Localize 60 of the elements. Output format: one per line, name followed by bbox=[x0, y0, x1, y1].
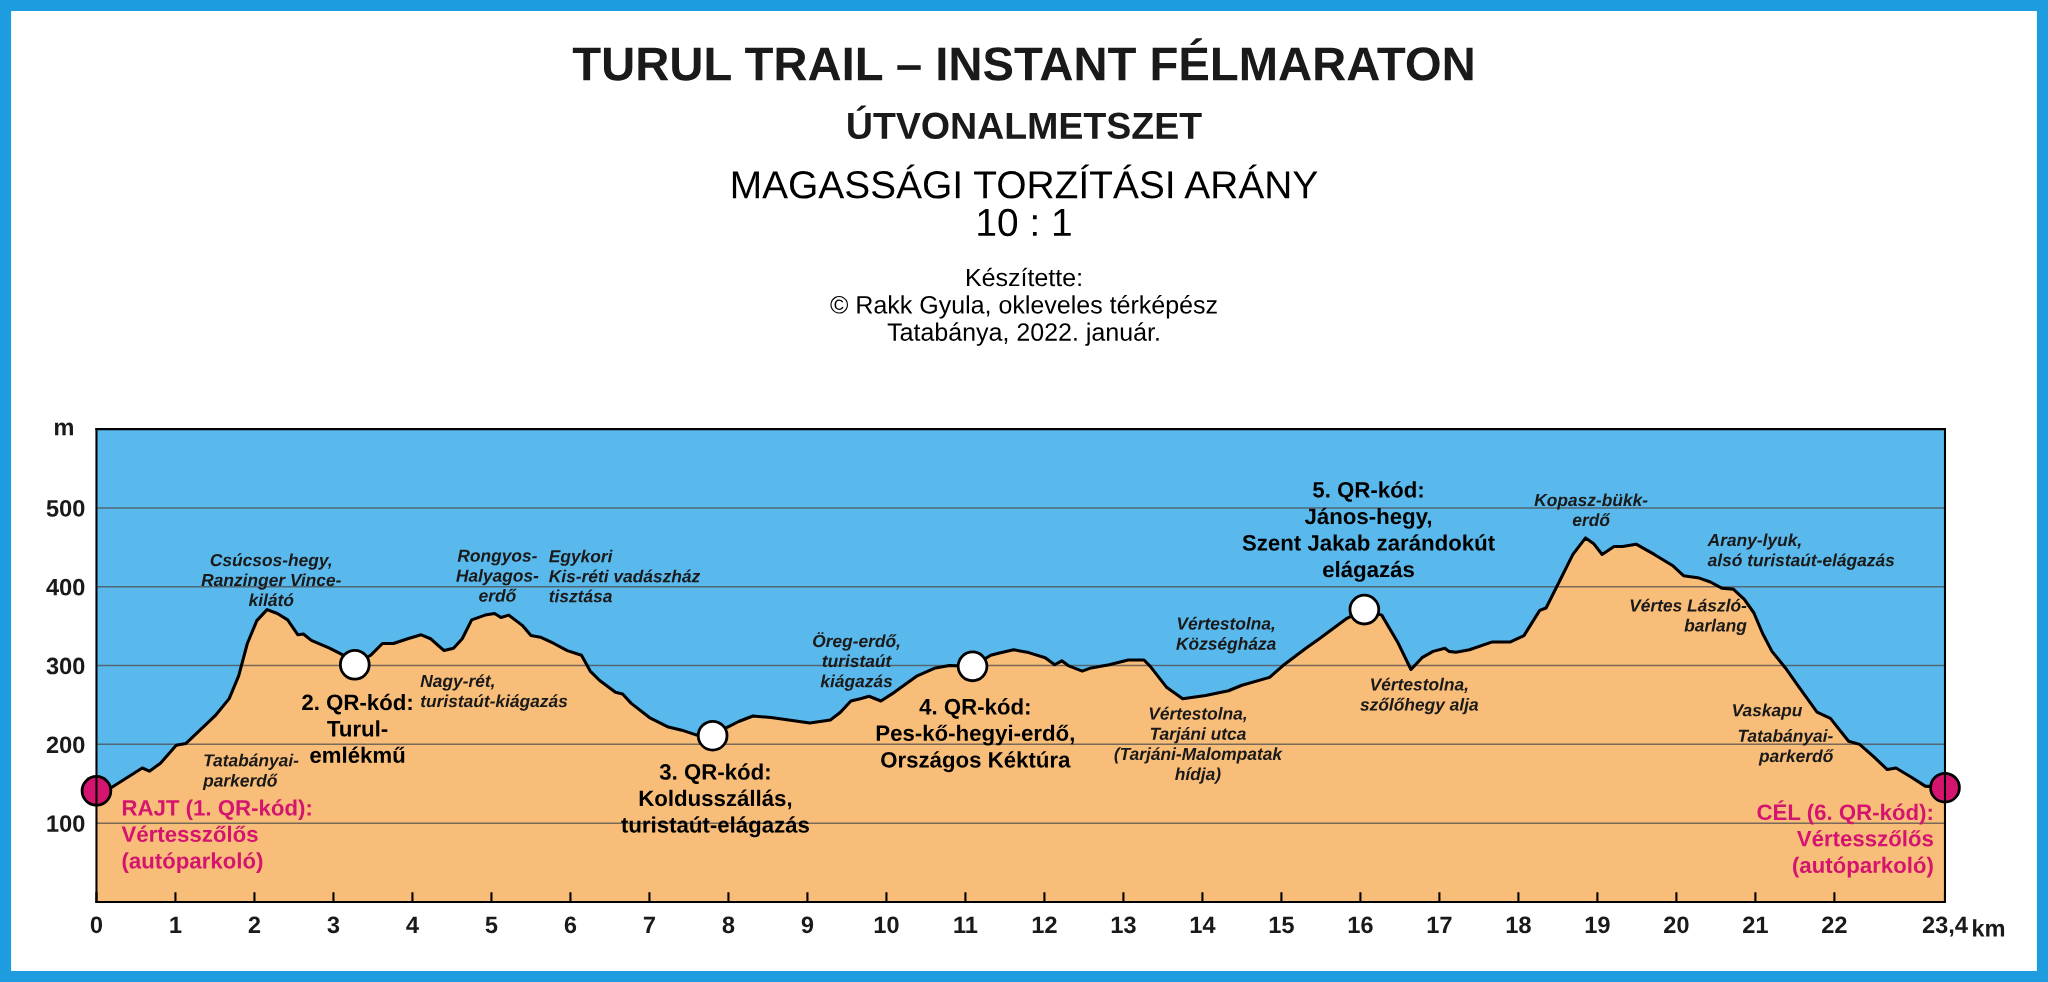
annotation: Tatabányai- parkerdő bbox=[202, 753, 299, 791]
x-tick-label: 20 bbox=[1664, 916, 1689, 934]
x-tick-label: 5 bbox=[485, 916, 498, 934]
x-axis-title: km bbox=[1973, 919, 2005, 937]
annotation: Kopasz-bükk- erdő bbox=[1534, 493, 1648, 527]
x-tick-label: 15 bbox=[1269, 916, 1294, 934]
y-tick-label: 100 bbox=[47, 815, 85, 832]
point bbox=[956, 650, 989, 683]
text: MAGASSÁGI TORZÍTÁSI ARÁNY 10 : 1 bbox=[732, 164, 1318, 237]
point bbox=[696, 719, 729, 752]
annotation: Vértes László- barlang bbox=[1630, 598, 1747, 635]
x-tick-label: 10 bbox=[874, 916, 899, 934]
annotation: Vértestolna, Tarjáni utca (Tarjáni-Malompatak hídja) bbox=[1114, 706, 1283, 784]
annotation: 4. QR-kód: Pes-kő-hegyi-erdő, Országos Kéktúra bbox=[876, 698, 1074, 773]
x-tick-label: 11 bbox=[954, 916, 978, 933]
x-tick-label: 21 bbox=[1743, 916, 1768, 933]
annotation: Egykori Kis-réti vadászház tisztása bbox=[549, 549, 701, 603]
y-tick-label: 400 bbox=[46, 578, 85, 596]
annotation: 2. QR-kód: Turul- emlékmű bbox=[302, 693, 412, 763]
x-tick-label: 4 bbox=[406, 916, 419, 933]
annotation: Öreg-erdő, turistaút kiágazás bbox=[813, 632, 900, 691]
point bbox=[338, 648, 371, 681]
x-tick-label: 12 bbox=[1032, 916, 1057, 933]
annotation: 3. QR-kód: Koldusszállás, turistaút-elágazás bbox=[621, 763, 809, 838]
annotation: Vértestolna, szőlőhegy alja bbox=[1360, 677, 1479, 715]
annotation: Vértestolna, Községháza bbox=[1176, 616, 1276, 654]
annotation: Tatabányai- parkerdő bbox=[1738, 729, 1834, 766]
annotation: Vaskapu bbox=[1733, 703, 1803, 720]
chart-title: TURUL TRAIL – INSTANT FÉLMARATON bbox=[572, 38, 1473, 81]
annotation: Arany-lyuk, alsó turistaút-elágazás bbox=[1707, 533, 1895, 570]
x-tick-label: 18 bbox=[1506, 916, 1531, 934]
point bbox=[1348, 593, 1381, 626]
x-tick-label: 3 bbox=[327, 916, 340, 934]
x-tick-label: 2 bbox=[248, 916, 261, 933]
x-tick-label: 16 bbox=[1348, 916, 1373, 934]
x-tick-label: 8 bbox=[722, 916, 735, 934]
x-tick-label: 13 bbox=[1111, 916, 1136, 934]
annotation: Rongyos- Halyagos- erdő bbox=[456, 549, 539, 602]
chart-subtitle: ÚTVONALMETSZET bbox=[848, 105, 1202, 140]
x-tick-label: 22 bbox=[1822, 916, 1847, 933]
annotation: Nagy-rét, turistaút-kiágazás bbox=[420, 674, 568, 711]
x-tick-label: 0 bbox=[90, 916, 103, 934]
text: Készítette: © Rakk Gyula, okleveles térképész Tatabánya, 2022. január. bbox=[830, 267, 1217, 346]
annotation: Csúcsos-hegy, Ranzinger Vince- kilátó bbox=[201, 553, 341, 607]
x-tick-label: 17 bbox=[1427, 916, 1452, 933]
x-tick-label: 1 bbox=[170, 916, 182, 933]
y-tick-label: 300 bbox=[46, 657, 85, 675]
annotation: RAJT (1. QR-kód): Vértesszőlős (autóparkoló) bbox=[121, 799, 311, 874]
y-axis-title: m bbox=[54, 422, 73, 436]
annotation: 5. QR-kód: János-hegy, Szent Jakab zarándokút elágazás bbox=[1242, 481, 1495, 582]
x-tick-label: 6 bbox=[564, 916, 577, 934]
x-tick-label: 23,4 bbox=[1922, 916, 1968, 937]
x-tick-label: 14 bbox=[1190, 916, 1216, 933]
y-tick-label: 200 bbox=[46, 736, 85, 754]
x-tick-label: 9 bbox=[801, 916, 814, 934]
y-tick-label: 500 bbox=[46, 500, 85, 517]
x-tick-label: 19 bbox=[1585, 916, 1610, 934]
x-tick-label: 7 bbox=[643, 916, 655, 933]
point bbox=[1929, 771, 1961, 804]
annotation: CÉL (6. QR-kód): Vértesszőlős (autóparkoló) bbox=[1757, 800, 1933, 878]
